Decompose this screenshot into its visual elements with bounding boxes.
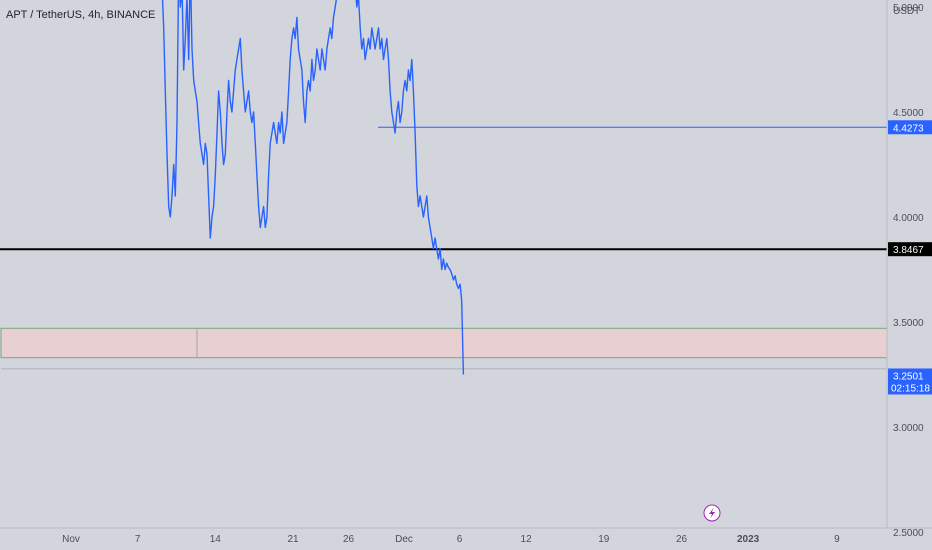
y-tick-label: 3.0000	[893, 423, 924, 434]
x-tick-label: 21	[287, 534, 299, 545]
level-badge-support	[888, 242, 932, 257]
y-tick-label: 3.5000	[893, 318, 924, 329]
price-line[interactable]	[148, 0, 465, 375]
level-badge-label-support: 3.8467	[893, 245, 924, 256]
currency-label: USDT	[893, 6, 920, 17]
last-price-badge	[888, 368, 932, 395]
x-tick-label: 6	[457, 534, 463, 545]
x-tick-label: 26	[676, 534, 688, 545]
x-tick-label: 7	[135, 534, 141, 545]
x-tick-label: 26	[343, 534, 355, 545]
x-tick-label: Nov	[62, 534, 80, 545]
y-tick-label: 5.0000	[893, 3, 924, 14]
level-badge-label-level: 4.4273	[893, 123, 924, 134]
x-tick-label: 9	[834, 534, 840, 545]
y-tick-label: 4.5000	[893, 108, 924, 119]
zone-rect[interactable]	[0, 327, 888, 359]
time-axis[interactable]: Nov 7 14 21 26 Dec 6 12 19 26 2023 9	[0, 527, 932, 545]
x-tick-label: 19	[598, 534, 610, 545]
last-price-label: 3.2501	[893, 371, 924, 382]
price-layer	[148, 0, 465, 375]
lightning-icon[interactable]	[703, 504, 721, 522]
chart-title: APT / TetherUS, 4h, BINANCE	[6, 9, 155, 21]
x-tick-label: 2023	[737, 534, 760, 545]
x-tick-label: Dec	[395, 534, 413, 545]
level-layer	[0, 126, 887, 251]
zone-layer	[0, 327, 888, 370]
x-tick-label: 12	[521, 534, 533, 545]
y-tick-label: 2.5000	[893, 528, 924, 539]
y-tick-label: 4.0000	[893, 213, 924, 224]
countdown-label: 02:15:18	[891, 383, 930, 394]
level-badge-level	[888, 120, 932, 135]
x-tick-label: 14	[210, 534, 222, 545]
price-axis[interactable]: 6.50006.00005.50005.00004.50004.00003.50…	[886, 0, 924, 539]
